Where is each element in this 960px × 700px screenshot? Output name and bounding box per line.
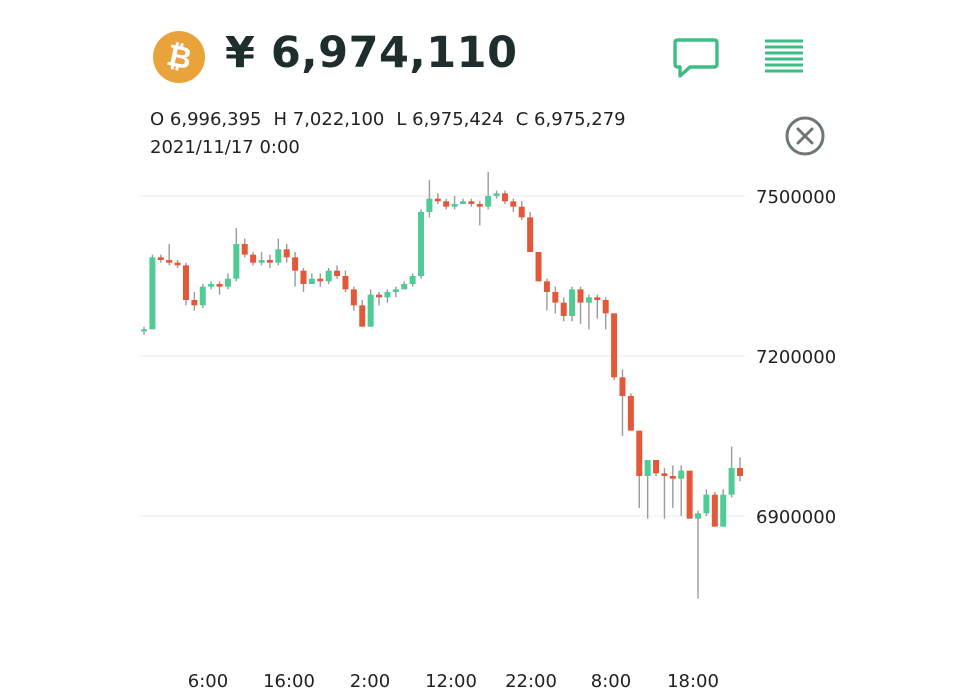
x-tick-label: 6:00: [188, 671, 228, 692]
candle-body: [258, 260, 265, 263]
candle-body: [334, 270, 341, 276]
candle-body: [476, 204, 483, 207]
candle-body: [737, 468, 743, 476]
x-tick-label: 12:00: [425, 671, 477, 692]
candle-body: [552, 292, 559, 303]
chat-icon[interactable]: [672, 36, 720, 80]
x-tick-label: 22:00: [505, 671, 557, 692]
candle-body: [669, 476, 676, 479]
candle-body: [283, 249, 290, 258]
candle-body: [569, 289, 576, 316]
y-tick-label: 7200000: [756, 347, 836, 368]
candle-body: [594, 297, 601, 300]
candle-body: [577, 289, 584, 303]
candle-body: [527, 217, 534, 252]
candle-body: [182, 265, 189, 300]
candle-body: [443, 201, 450, 207]
x-tick-label: 16:00: [263, 671, 315, 692]
ohlc-datetime: 2021/11/17 0:00: [150, 137, 300, 158]
candle-body: [233, 244, 240, 279]
candle-body: [627, 396, 634, 431]
candle-body: [224, 278, 231, 287]
candle-body: [292, 257, 299, 271]
candle-body: [376, 294, 383, 298]
candle-body: [485, 196, 492, 207]
candle-body: [141, 329, 147, 332]
candle-body: [728, 468, 735, 495]
candle-body: [543, 281, 550, 292]
candle-body: [426, 198, 433, 212]
candle-body: [661, 473, 668, 476]
candle-body: [342, 276, 349, 290]
candle-body: [401, 284, 408, 290]
candle-body: [653, 460, 660, 474]
ohlc-open: O 6,996,395: [150, 109, 262, 130]
ohlc-low: L 6,975,424: [396, 109, 504, 130]
candle-body: [149, 257, 156, 330]
candle-body: [434, 198, 441, 202]
candle-body: [720, 494, 727, 527]
candle-body: [392, 289, 399, 292]
candle-body: [317, 278, 324, 282]
candle-body: [703, 494, 710, 514]
ohlc-values: O 6,996,395 H 7,022,100 L 6,975,424 C 6,975…: [150, 109, 638, 130]
candle-body: [384, 292, 391, 298]
bitcoin-logo: ₿: [153, 31, 205, 83]
candle-body: [350, 289, 357, 306]
ohlc-high: H 7,022,100: [273, 109, 385, 130]
candle-body: [451, 204, 458, 207]
candle-body: [157, 257, 164, 260]
candle-body: [166, 260, 173, 263]
candle-body: [678, 470, 685, 479]
candle-body: [619, 377, 626, 396]
candle-body: [208, 284, 215, 287]
candle-body: [418, 212, 425, 276]
candle-body: [359, 305, 366, 327]
candle-body: [695, 513, 702, 519]
candle-body: [325, 270, 332, 282]
candle-body: [611, 313, 618, 378]
x-tick-label: 18:00: [667, 671, 719, 692]
candle-body: [535, 252, 542, 282]
candle-body: [409, 276, 416, 284]
candle-body: [686, 470, 693, 519]
ohlc-close: C 6,975,279: [515, 109, 626, 130]
candle-body: [501, 193, 508, 202]
candle-body: [266, 260, 273, 263]
candle-body: [644, 460, 651, 476]
candle-body: [275, 249, 282, 263]
candle-body: [367, 294, 374, 327]
candle-body: [468, 201, 475, 204]
close-icon[interactable]: [784, 115, 826, 157]
candle-body: [493, 193, 500, 196]
candle-body: [602, 300, 609, 314]
y-tick-label: 7500000: [756, 187, 836, 208]
x-tick-label: 2:00: [350, 671, 390, 692]
candle-body: [711, 494, 718, 527]
candle-body: [174, 262, 181, 266]
current-price: ¥ 6,974,110: [225, 28, 518, 78]
candle-body: [241, 244, 248, 255]
candle-body: [518, 206, 525, 218]
candle-body: [191, 300, 198, 306]
candle-body: [199, 286, 206, 306]
candle-body: [459, 201, 466, 204]
x-tick-label: 8:00: [591, 671, 631, 692]
candle-body: [250, 254, 257, 263]
candle-body: [636, 430, 643, 476]
y-tick-label: 6900000: [756, 507, 836, 528]
candle-body: [308, 278, 315, 284]
candle-body: [585, 297, 592, 303]
candle-body: [560, 302, 567, 316]
candle-body: [216, 284, 223, 287]
candle-body: [510, 201, 517, 207]
menu-icon[interactable]: [763, 38, 805, 76]
candle-body: [300, 270, 307, 284]
